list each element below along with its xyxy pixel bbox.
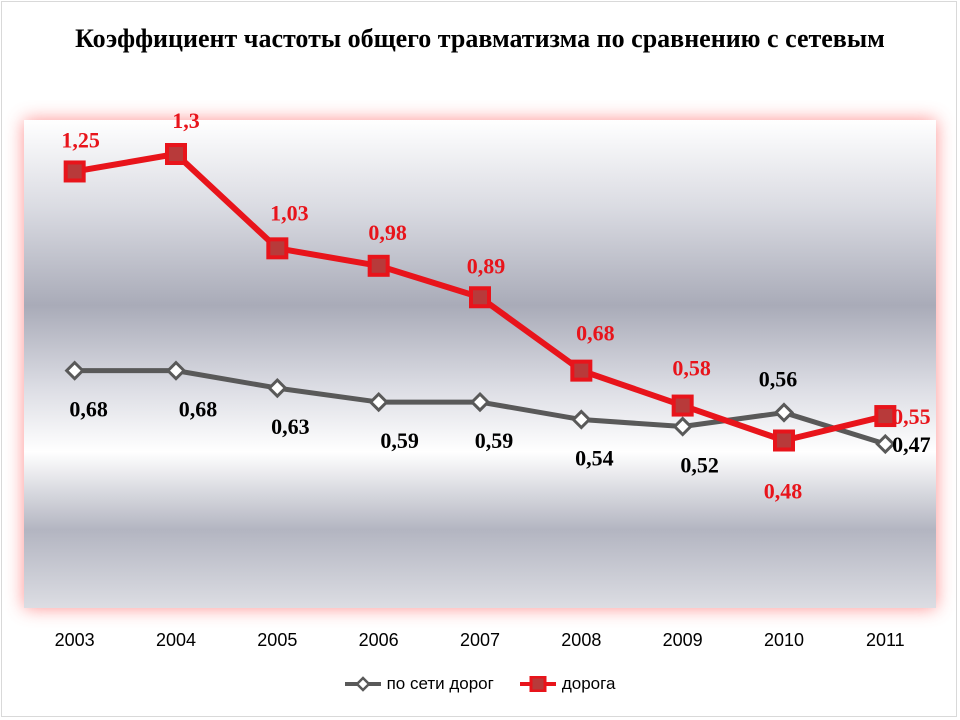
point-road-2003 <box>63 160 86 183</box>
data-label-road-2011: 0,55 <box>892 404 931 429</box>
data-label-network-2006: 0,59 <box>380 428 419 453</box>
data-label-network-2007: 0,59 <box>475 428 514 453</box>
legend-item-road: дорога <box>519 674 616 694</box>
plot-area <box>24 120 936 608</box>
point-road-2005 <box>266 237 289 260</box>
x-tick-label-2009: 2009 <box>663 630 703 650</box>
legend-swatch-network <box>344 676 381 692</box>
data-label-road-2005: 1,03 <box>270 200 309 225</box>
data-label-road-2008: 0,68 <box>576 321 615 346</box>
legend-label-network: по сети дорог <box>386 674 494 693</box>
point-network-2005 <box>267 377 288 399</box>
point-road-2007 <box>469 286 491 309</box>
data-label-road-2004: 1,3 <box>172 108 200 133</box>
data-label-network-2011: 0,47 <box>892 432 931 457</box>
x-tick-label-2011: 2011 <box>866 630 905 650</box>
point-road-2010 <box>773 429 795 452</box>
data-label-network-2008: 0,54 <box>575 446 614 471</box>
data-label-road-2010: 0,48 <box>764 479 803 504</box>
x-tick-label-2004: 2004 <box>156 630 196 650</box>
data-label-road-2007: 0,89 <box>467 253 506 278</box>
label-layer: 0,68 0,68 0,63 0,59 0,59 0,54 0,52 0,56 0,47 1,25… <box>61 108 930 504</box>
data-label-network-2005: 0,63 <box>271 414 310 439</box>
point-network-2004 <box>165 360 187 381</box>
point-network-2006 <box>368 391 389 413</box>
x-tick-label-2007: 2007 <box>460 630 500 650</box>
data-label-network-2004: 0,68 <box>179 397 218 422</box>
legend-swatch-road <box>519 676 556 692</box>
legend: по сети дорог дорога <box>0 674 960 694</box>
point-network-2009 <box>672 416 693 437</box>
point-road-2009 <box>671 394 694 417</box>
point-network-2008 <box>571 409 592 430</box>
x-tick-label-2003: 2003 <box>55 630 95 650</box>
legend-item-network: по сети дорог <box>344 674 494 694</box>
point-network-2003 <box>64 360 85 381</box>
x-tick-label-2008: 2008 <box>561 630 601 650</box>
data-label-network-2009: 0,52 <box>680 453 719 478</box>
data-label-road-2003: 1,25 <box>61 127 100 152</box>
chart-title: Коэффициент частоты общего травматизма п… <box>75 24 885 53</box>
x-tick-label-2005: 2005 <box>257 630 297 650</box>
data-label-network-2010: 0,56 <box>759 367 798 392</box>
point-network-2011 <box>875 433 896 455</box>
data-label-road-2009: 0,58 <box>672 356 711 381</box>
point-road-2004 <box>165 143 187 165</box>
x-axis-ticks: 2003 2004 2005 2006 2007 2008 2009 2010 2011 <box>55 630 905 650</box>
x-tick-label-2006: 2006 <box>359 630 399 650</box>
point-network-2010 <box>773 402 795 423</box>
point-road-2011 <box>874 405 897 428</box>
point-network-2007 <box>469 391 491 413</box>
data-label-road-2006: 0,98 <box>368 220 407 245</box>
series-layer <box>63 143 897 455</box>
data-label-network-2003: 0,68 <box>69 397 108 422</box>
point-road-2008 <box>570 359 593 382</box>
legend-label-road: дорога <box>561 674 616 693</box>
point-road-2006 <box>367 254 390 277</box>
x-tick-label-2010: 2010 <box>764 630 804 650</box>
